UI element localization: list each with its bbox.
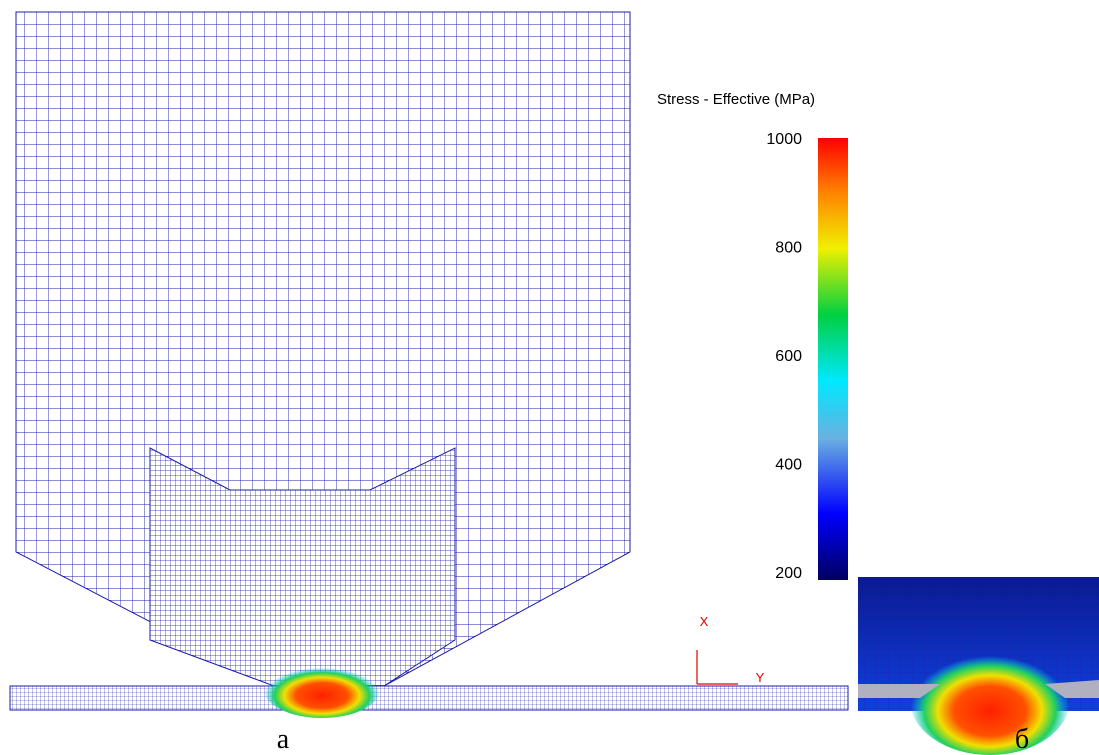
colorbar-tick-label: 1000 — [766, 131, 802, 148]
figure: X Y Stress - Effective (MPa) а б 1000 800… — [0, 0, 1099, 755]
caption: а — [277, 724, 290, 755]
inset — [858, 577, 1099, 755]
colorbar-tick-label: 800 — [775, 239, 802, 256]
axis-triad: X Y — [697, 614, 765, 685]
axis-y-label: Y — [756, 670, 765, 685]
axis-x-label: X — [700, 614, 709, 629]
colorbar-tick-label: 600 — [775, 348, 802, 365]
legend-title: Stress - Effective (MPa) — [657, 91, 815, 108]
mesh — [10, 12, 848, 718]
caption: б — [1015, 724, 1029, 755]
colorbar-tick-label: 200 — [775, 565, 802, 582]
colorbar-tick-label: 400 — [775, 456, 802, 473]
colorbar — [818, 138, 848, 580]
